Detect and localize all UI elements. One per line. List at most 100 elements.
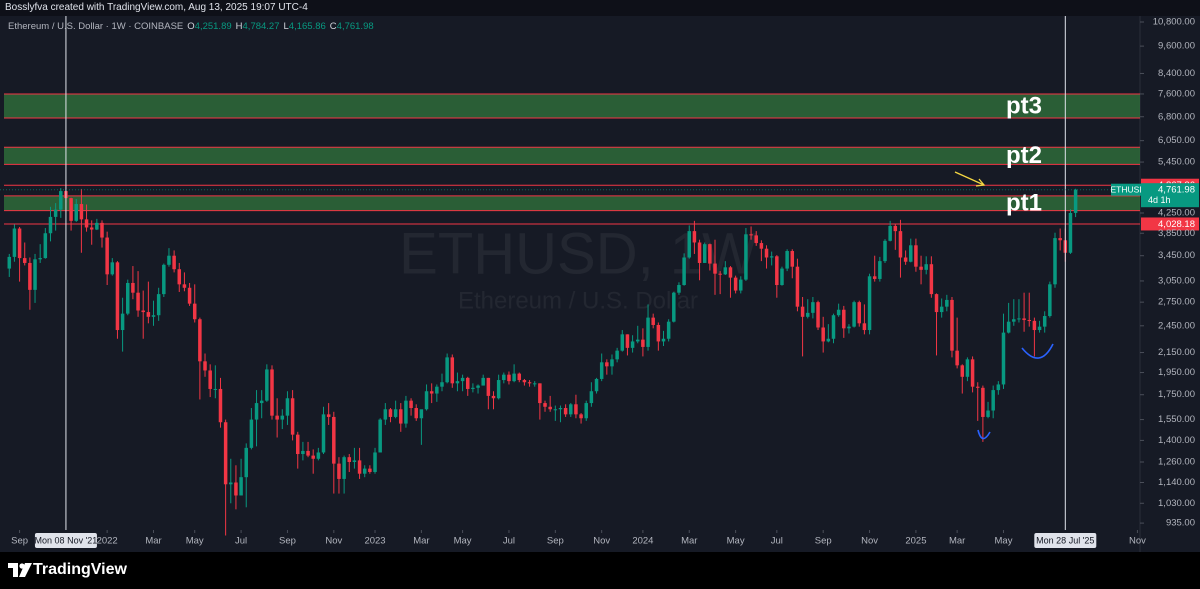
candle-body [223, 422, 228, 485]
watermark-subtitle: Ethereum / U.S. Dollar [458, 287, 698, 314]
candle-body [836, 309, 841, 316]
candle-body [563, 408, 568, 415]
candle-body [769, 256, 774, 258]
candle-body [821, 327, 825, 342]
candle-body [677, 285, 681, 293]
candle-body [1068, 212, 1073, 253]
candle-body [151, 315, 156, 317]
candle-body [84, 219, 89, 228]
x-tick-label: Sep [279, 536, 296, 547]
candle-body [1001, 332, 1006, 385]
candle-body [1058, 238, 1062, 241]
candle-body [126, 282, 130, 314]
candle-body [182, 284, 187, 288]
candle-body [208, 370, 212, 389]
candle-body [965, 359, 970, 377]
candles [7, 185, 1078, 536]
candle-body [594, 378, 599, 392]
x-tick-label: Nov [325, 536, 342, 547]
candle-body [811, 302, 815, 313]
candle-body [471, 387, 475, 389]
y-tick-label: 1,400.00 [1158, 435, 1195, 446]
candle-body [435, 386, 439, 394]
attribution: Bosslyfva created with TradingView.com, … [5, 2, 308, 13]
candle-body [630, 341, 635, 348]
candle-body [914, 245, 918, 267]
candle-body [883, 240, 887, 262]
candle-body [136, 292, 140, 311]
last-price-tag-box [1111, 183, 1145, 196]
candle-body [1053, 238, 1057, 285]
y-tick-label: 2,150.00 [1158, 347, 1195, 358]
candle-body [265, 369, 269, 401]
last-price-countdown: 4d 1h [1148, 195, 1171, 205]
ohlc-key: H [235, 21, 243, 32]
candle-body [167, 255, 171, 265]
candle-body [805, 312, 810, 317]
candle-body [460, 377, 465, 382]
candle-body [502, 374, 506, 381]
candle-body [1017, 318, 1021, 320]
last-price-label: 4,761.98 [1158, 185, 1195, 196]
candle-body [558, 408, 563, 410]
candle-body [280, 415, 285, 420]
candle-body [89, 227, 94, 230]
candle-body [357, 460, 362, 474]
arrow [954, 171, 985, 186]
y-tick-label: 3,450.00 [1158, 250, 1195, 261]
ohlc-key: O [187, 21, 195, 32]
candle-body [867, 276, 872, 331]
candle-body [852, 302, 856, 327]
candle-body [399, 409, 403, 424]
candle-body [847, 326, 851, 329]
candle-body [43, 233, 48, 259]
x-tick-label: Mar [145, 536, 161, 547]
candle-body [146, 312, 151, 317]
ohlc-key: L [283, 21, 289, 32]
candle-body [326, 414, 331, 417]
candle-body [795, 266, 800, 307]
candle-body [692, 231, 697, 243]
y-tick-label: 4,250.00 [1158, 208, 1195, 219]
candle-body [517, 373, 522, 381]
y-tick-label: 2,450.00 [1158, 320, 1195, 331]
candle-body [532, 383, 537, 385]
candle-body [888, 225, 892, 241]
candle-body [1037, 326, 1042, 331]
candle-body [635, 339, 640, 342]
candle-body [605, 362, 609, 367]
ohlc-value: 4,784.27 [242, 21, 280, 32]
candle-body [764, 248, 769, 258]
ohlc-key: C [329, 21, 337, 32]
candle-body [69, 198, 73, 221]
candle-body [486, 377, 491, 396]
candle-body [285, 398, 290, 416]
y-tick-label: 1,140.00 [1158, 477, 1195, 488]
candle-body [579, 414, 583, 419]
legend: Ethereum / U.S. Dollar · 1W · COINBASE O4… [8, 21, 374, 32]
y-tick-label: 7,600.00 [1158, 88, 1195, 99]
candle-body [857, 302, 862, 324]
zones [4, 93, 1140, 225]
candle-body [53, 209, 58, 217]
candle-body [450, 357, 455, 384]
zone-label: pt3 [1006, 92, 1042, 119]
candle-body [429, 391, 434, 394]
candle-body [929, 264, 934, 295]
y-tick-label: 8,400.00 [1158, 68, 1195, 79]
candle-body [718, 273, 722, 275]
candle-body [934, 294, 939, 313]
price-label-box [1141, 217, 1199, 231]
candle-body [651, 317, 655, 325]
candle-body [244, 447, 248, 478]
x-tick-label: May [995, 536, 1013, 547]
candle-body [991, 390, 995, 411]
candle-body [198, 319, 202, 362]
candle-body [589, 391, 594, 404]
candle-body [569, 404, 573, 415]
candle-body [337, 463, 341, 479]
candle-body [970, 359, 975, 387]
candle-body [615, 350, 619, 360]
top-bar [0, 0, 1200, 16]
brand: TradingView [33, 561, 127, 578]
